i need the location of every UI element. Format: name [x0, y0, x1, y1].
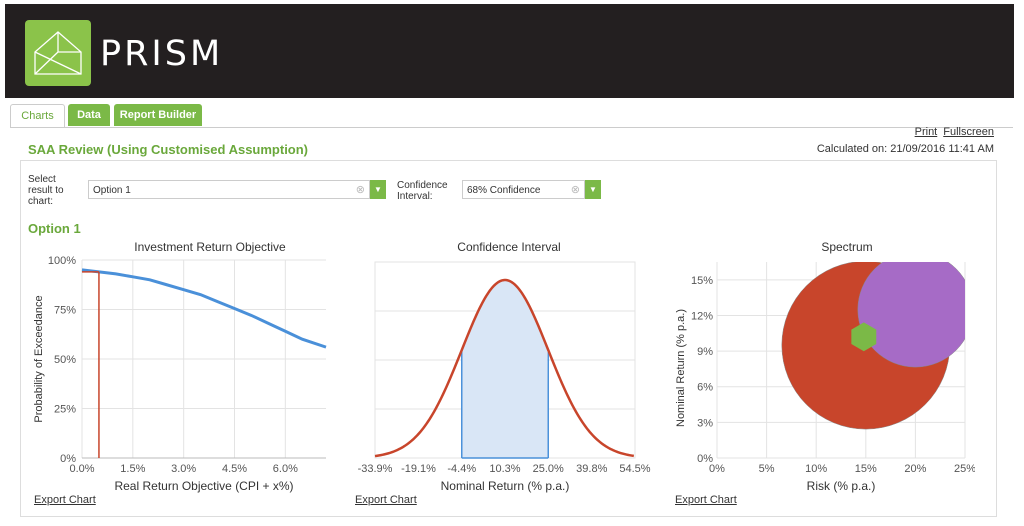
bubble-group	[781, 262, 965, 430]
x-tick-label: 6.0%	[273, 463, 298, 475]
bubble-point	[857, 262, 965, 368]
distribution-curve	[374, 278, 635, 458]
result-dropdown-button[interactable]: ▼	[370, 180, 386, 199]
x-tick-label: -19.1%	[401, 463, 436, 475]
clear-icon[interactable]: ⊗	[355, 184, 365, 196]
spectrum-chart: Spectrum 0% 3% 6% 9% 12% 15% 0% 5% 10% 15% 20% 25% Ri…	[675, 240, 975, 493]
y-tick-label: 75%	[54, 305, 76, 317]
tab-report-builder[interactable]: Report Builder	[114, 104, 202, 126]
x-tick-label: 5%	[759, 463, 775, 475]
y-tick-label: 0%	[60, 453, 76, 465]
y-tick-label: 6%	[697, 382, 713, 394]
x-tick-label: 10%	[805, 463, 827, 475]
confidence-band	[461, 280, 549, 458]
y-tick-label: 3%	[697, 417, 713, 429]
y-tick-label: 15%	[691, 275, 713, 287]
x-tick-label: 25.0%	[533, 463, 564, 475]
x-axis-label: Risk (% p.a.)	[807, 479, 876, 493]
chart-title: Investment Return Objective	[134, 240, 286, 254]
x-tick-label: 54.5%	[619, 463, 650, 475]
fullscreen-link[interactable]: Fullscreen	[943, 126, 994, 138]
chart-title: Spectrum	[821, 240, 872, 254]
x-tick-label: 1.5%	[120, 463, 145, 475]
x-tick-label: 3.0%	[171, 463, 196, 475]
tab-charts[interactable]: Charts	[10, 104, 65, 128]
y-axis-label: Nominal Return (% p.a.)	[675, 309, 687, 427]
export-chart-link[interactable]: Export Chart	[34, 494, 96, 506]
calculated-timestamp: Calculated on: 21/09/2016 11:41 AM	[816, 143, 994, 155]
export-chart-link[interactable]: Export Chart	[675, 494, 737, 506]
chevron-down-icon: ▼	[589, 185, 597, 194]
export-chart-link[interactable]: Export Chart	[355, 494, 417, 506]
confidence-dropdown-button[interactable]: ▼	[585, 180, 601, 199]
result-select-value: Option 1	[93, 185, 131, 196]
x-tick-label: 0.0%	[69, 463, 94, 475]
top-bar: PRISM	[5, 4, 1014, 98]
x-tick-label: -4.4%	[447, 463, 476, 475]
result-select[interactable]: Option 1 ⊗	[88, 180, 370, 199]
x-tick-label: 4.5%	[222, 463, 247, 475]
confidence-interval-label: Confidence Interval:	[397, 180, 448, 202]
confidence-select-value: 68% Confidence	[467, 185, 541, 196]
print-link[interactable]: Print	[914, 126, 938, 138]
y-tick-label: 0%	[697, 453, 713, 465]
chevron-down-icon: ▼	[374, 185, 382, 194]
x-tick-label: 25%	[954, 463, 975, 475]
y-tick-label: 100%	[48, 255, 76, 267]
x-tick-label: 39.8%	[576, 463, 607, 475]
select-result-label: Select result to chart:	[28, 174, 64, 207]
page-links: Print Fullscreen	[909, 126, 994, 138]
clear-icon[interactable]: ⊗	[570, 184, 580, 196]
x-tick-label: 0%	[709, 463, 725, 475]
x-axis-label: Nominal Return (% p.a.)	[441, 479, 570, 493]
x-tick-label: 10.3%	[489, 463, 520, 475]
tab-data[interactable]: Data	[68, 104, 110, 126]
y-tick-label: 50%	[54, 354, 76, 366]
chart-title: Confidence Interval	[457, 240, 560, 254]
x-tick-label: -33.9%	[358, 463, 393, 475]
x-tick-label: 20%	[904, 463, 926, 475]
y-tick-label: 9%	[697, 346, 713, 358]
y-axis-label: Probability of Exceedance	[33, 295, 45, 422]
bubble-hexagon	[851, 322, 877, 352]
prism-logo	[25, 20, 91, 86]
x-axis-label: Real Return Objective (CPI + x%)	[114, 479, 293, 493]
option-title: Option 1	[28, 221, 81, 236]
investment-return-objective-chart: Investment Return Objective 0% 25% 50% 75% 10…	[33, 240, 327, 493]
chart-panel	[20, 160, 997, 517]
x-tick-label: 15%	[855, 463, 877, 475]
y-tick-label: 12%	[691, 310, 713, 322]
series-line	[81, 268, 327, 349]
confidence-select[interactable]: 68% Confidence ⊗	[462, 180, 585, 199]
brand-name: PRISM	[100, 34, 224, 74]
confidence-interval-chart: Confidence Interval -33.9% -19.1% -4.4% 10.3…	[358, 240, 651, 493]
y-tick-label: 25%	[54, 404, 76, 416]
page-title: SAA Review (Using Customised Assumption)	[28, 142, 309, 157]
tab-divider	[10, 127, 1013, 128]
